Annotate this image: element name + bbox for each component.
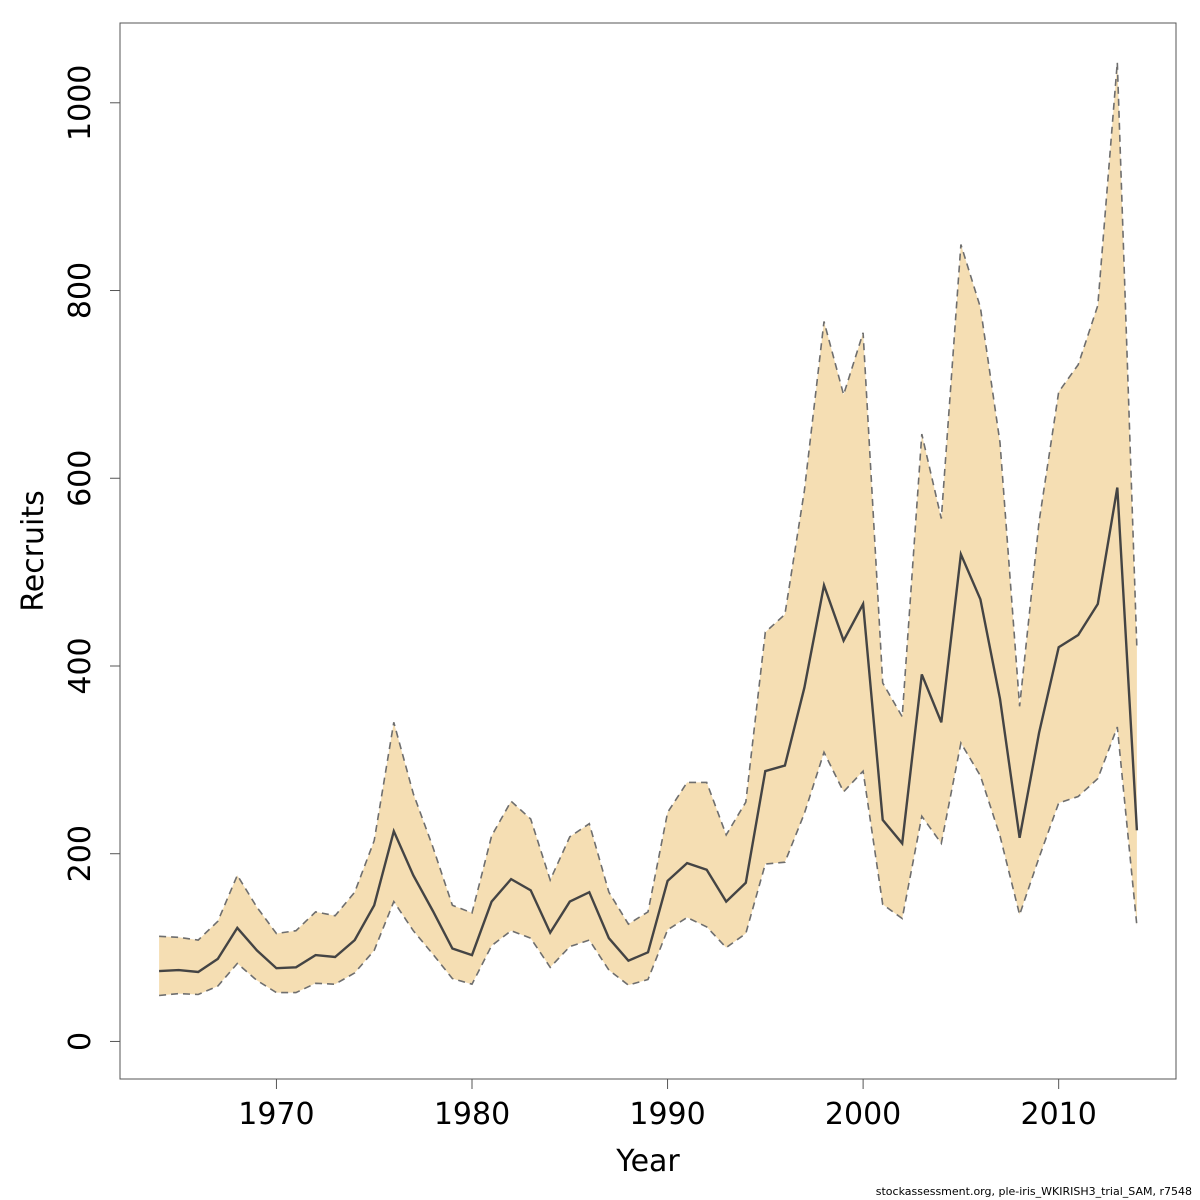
x-tick-label: 1990	[629, 1097, 705, 1132]
series-lines	[159, 62, 1139, 997]
y-tick-label: 0	[63, 1032, 98, 1051]
plot-frame	[119, 22, 1177, 1080]
x-tick-label: 1970	[238, 1097, 314, 1132]
confidence-band	[159, 62, 1137, 996]
upper-bound-line	[159, 62, 1138, 941]
y-axis-title: Recruits	[16, 490, 51, 612]
y-axis: 0 200 400 600 800 1000	[63, 65, 120, 1051]
y-tick-label: 600	[63, 450, 98, 507]
x-axis: 1970 1980 1990 2000 2010	[238, 1079, 1097, 1132]
x-axis-title: Year	[615, 1144, 680, 1179]
y-tick-label: 800	[63, 262, 98, 319]
x-tick-label: 2010	[1020, 1097, 1096, 1132]
x-tick-label: 2000	[825, 1097, 901, 1132]
y-tick-label: 200	[63, 825, 98, 882]
footer-caption: stockassessment.org, ple-iris_WKIRISH3_t…	[875, 1185, 1192, 1198]
y-tick-label: 400	[63, 637, 98, 694]
estimate-line	[159, 487, 1139, 974]
x-tick-label: 1980	[434, 1097, 510, 1132]
y-tick-label: 1000	[63, 65, 98, 141]
lower-bound-line	[159, 726, 1138, 997]
confidence-band-area	[159, 62, 1137, 996]
